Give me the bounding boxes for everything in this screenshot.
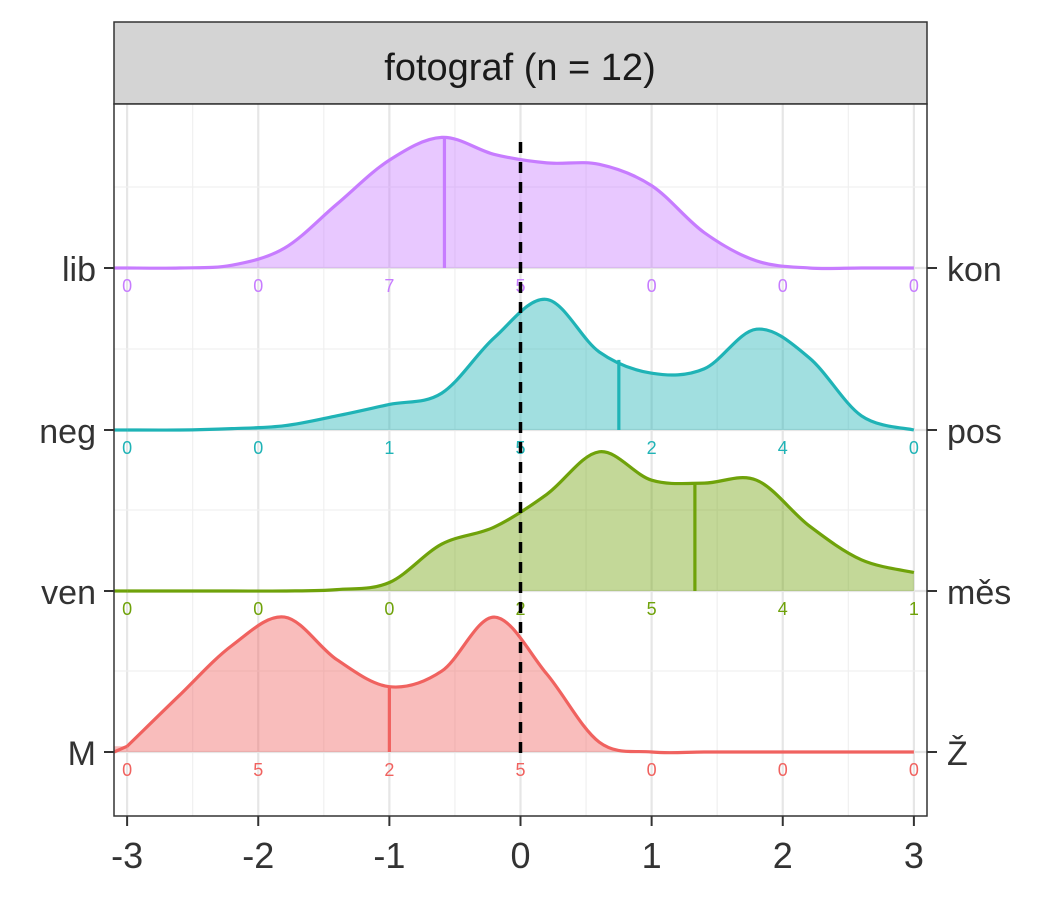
x-tick-label: -1 xyxy=(373,835,405,876)
count-label: 5 xyxy=(253,760,263,780)
count-label: 0 xyxy=(122,438,132,458)
density-area xyxy=(114,451,914,592)
density-line xyxy=(127,297,915,432)
count-label: 0 xyxy=(122,760,132,780)
count-label: 0 xyxy=(253,599,263,619)
y-label-right: Ž xyxy=(947,735,968,773)
y-label-right: pos xyxy=(947,413,1002,451)
density-area xyxy=(114,299,914,431)
axes: lib kon neg pos ven měs M Ž -3 -2 -1 0 1 2 3 xyxy=(39,251,1011,876)
count-label: 7 xyxy=(384,276,394,296)
density-line xyxy=(127,135,914,271)
x-tick-label: -2 xyxy=(242,835,274,876)
count-label: 0 xyxy=(384,599,394,619)
y-label-right: měs xyxy=(947,574,1011,612)
x-tick-label: 3 xyxy=(904,835,924,876)
density-line xyxy=(127,450,915,593)
count-label: 0 xyxy=(909,760,919,780)
strip-background xyxy=(113,21,928,105)
density-line-start xyxy=(113,744,128,754)
count-label: 0 xyxy=(122,599,132,619)
count-label: 5 xyxy=(647,599,657,619)
count-label: 0 xyxy=(909,438,919,458)
count-label: 4 xyxy=(778,438,788,458)
count-label: 0 xyxy=(909,276,919,296)
count-label: 4 xyxy=(778,599,788,619)
y-label-left: lib xyxy=(62,251,96,289)
density-area xyxy=(114,137,914,269)
count-label: 0 xyxy=(647,276,657,296)
ridges: 0075000001524000025410525000 xyxy=(113,135,919,780)
y-label-left: neg xyxy=(39,413,96,451)
x-tick-label: 1 xyxy=(642,835,662,876)
y-label-left: ven xyxy=(41,574,96,612)
count-label: 2 xyxy=(384,760,394,780)
count-label: 1 xyxy=(384,438,394,458)
y-label-right: kon xyxy=(947,251,1002,289)
x-tick-label: -3 xyxy=(111,835,143,876)
x-tick-label: 0 xyxy=(510,835,530,876)
density-area xyxy=(114,616,914,753)
count-label: 0 xyxy=(253,276,263,296)
count-label: 0 xyxy=(778,760,788,780)
count-label: 2 xyxy=(647,438,657,458)
count-label: 5 xyxy=(515,760,525,780)
panel-title: fotograf (n = 12) xyxy=(384,47,655,89)
count-label: 0 xyxy=(253,438,263,458)
density-line xyxy=(125,615,914,755)
count-label: 0 xyxy=(122,276,132,296)
ridge-ven: 0002541 xyxy=(114,450,919,619)
y-label-left: M xyxy=(68,735,96,773)
x-tick-label: 2 xyxy=(773,835,793,876)
count-label: 1 xyxy=(909,599,919,619)
count-label: 0 xyxy=(778,276,788,296)
ridge-M: 0 5 2 5 0 0 0 xyxy=(113,615,919,780)
count-label: 0 xyxy=(647,760,657,780)
